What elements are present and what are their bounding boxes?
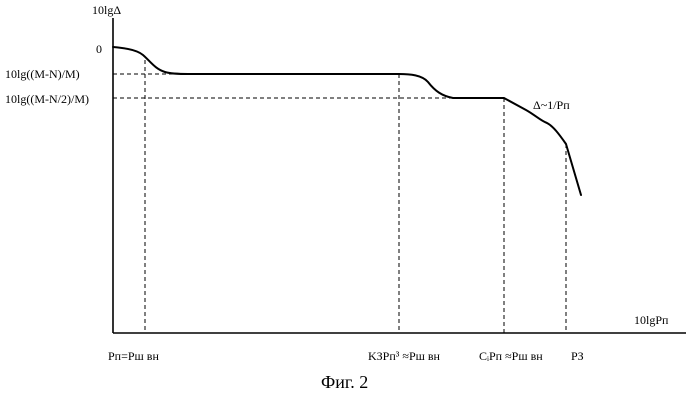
x-tick-3: CᵢPп ≈Pш вн xyxy=(479,349,543,363)
x-tick-4: PЗ xyxy=(571,349,584,363)
attenuation-curve xyxy=(113,47,581,195)
y-tick-level-1: 10lg((M-N)/M) xyxy=(5,67,80,81)
x-tick-1: Pп=Pш вн xyxy=(108,349,159,363)
curve-annotation: Δ~1/Pп xyxy=(533,98,570,112)
x-tick-2: KЗPп³ ≈Pш вн xyxy=(368,349,441,363)
figure-caption: Фиг. 2 xyxy=(321,372,368,392)
y-tick-0: 0 xyxy=(96,42,102,56)
y-tick-level-2: 10lg((M-N/2)/M) xyxy=(5,92,89,106)
x-axis-label: 10lgPп xyxy=(634,313,669,327)
y-axis-label: 10lgΔ xyxy=(92,3,121,17)
